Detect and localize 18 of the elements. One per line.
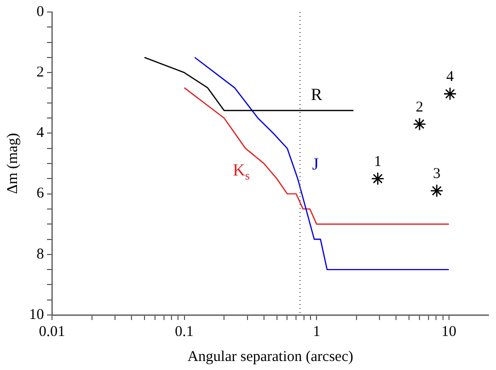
annotation: 3 [433, 166, 441, 182]
y-tick-label: 0 [36, 4, 44, 20]
y-tick-label: 6 [36, 186, 44, 202]
y-tick-label: 2 [36, 64, 44, 81]
series-label: R [310, 84, 323, 104]
annotation: 2 [416, 100, 424, 116]
y-tick-label: 8 [36, 246, 44, 262]
y-tick-label: 4 [36, 125, 44, 142]
y-tick-label: 10 [29, 306, 44, 323]
y-axis-title: Δm (mag) [4, 133, 21, 194]
x-tick-label: 0.01 [38, 324, 66, 340]
series-label: J [312, 154, 320, 174]
annotation: 1 [374, 154, 382, 170]
x-axis-title: Angular separation (arcsec) [187, 348, 354, 365]
x-tick-label: 10 [441, 324, 456, 340]
x-tick-label: 0.1 [174, 324, 194, 340]
annotation: 4 [446, 69, 454, 86]
x-tick-label: 1 [312, 324, 320, 340]
